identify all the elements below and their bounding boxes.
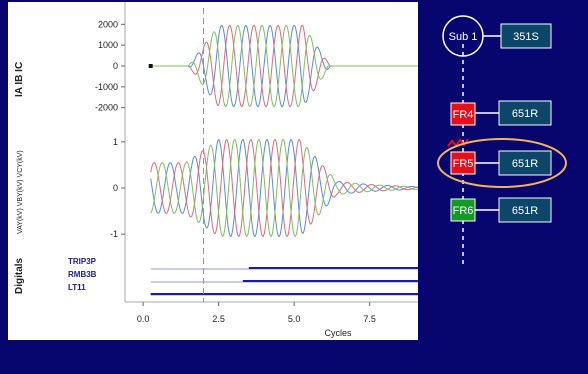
x-tick-label-3: 7.5 [363,314,376,324]
x-tick-label-2: 5.0 [288,314,301,324]
feeder-one-line-diagram: Sub 1 351S FR4 651R FR5 651R FR6 651R [437,15,567,265]
digital-label-trip3p: TRIP3P [68,257,97,266]
feeder-fr4-breaker[interactable] [450,102,476,126]
feeder-fr4-relay[interactable] [498,100,552,126]
feeder-fr5-breaker[interactable] [450,151,476,175]
event-report-plot: 2000 1000 0 -1000 -2000 1 0 -1 0.0 2.5 5.0 7.5 TR… [8,2,418,340]
voltage-trace-2 [150,138,418,238]
feeder-fr4[interactable]: FR4 651R [450,100,552,126]
feeder-fr6-relay[interactable] [498,197,552,223]
fault-highlight-ellipse [437,138,567,188]
feeder-fr5-relay-label: 651R [512,158,538,170]
digital-label-rmb3b: RMB3B [68,270,97,279]
voltage-trace-1 [150,138,418,238]
relay-351s-label: 351S [513,31,539,43]
voltage-tick-label-1: 0 [113,183,118,193]
digitals-axis-label: Digitals [14,257,25,294]
trigger-marker [148,64,153,68]
voltage-trace-0 [150,139,418,237]
feeder-fr6[interactable]: FR6 651R [450,197,552,223]
feeder-fr6-relay-label: 651R [512,205,538,217]
feeder-fr5-label: FR5 [453,158,474,170]
voltage-tick-label-2: -1 [110,229,118,239]
substation-circle[interactable] [442,15,484,57]
feeder-fr5-relay[interactable] [498,150,552,176]
currents-tick-label-3: -1000 [95,82,118,92]
currents-tick-label-1: 1000 [98,40,118,50]
x-tick-label-1: 2.5 [212,314,225,324]
x-tick-label-0: 0.0 [137,314,150,324]
feeder-fr4-relay-label: 651R [512,108,538,120]
feeder-fr4-label: FR4 [453,109,474,121]
relay-351s-box[interactable] [500,23,552,49]
voltages-axis-label: VAY(kV) VBY(kV) VCY(kV) [17,150,24,234]
substation-label: Sub 1 [449,31,478,43]
feeder-fr6-label: FR6 [453,205,474,217]
voltage-tick-label-0: 1 [113,137,118,147]
current-trace-2 [150,24,418,108]
feeder-fr5[interactable]: FR5 651R [450,150,552,176]
currents-tick-label-0: 2000 [98,19,118,29]
digital-label-lt11: LT11 [68,283,86,292]
x-axis-label: Cycles [324,328,352,338]
feeder-fr6-breaker[interactable] [450,198,476,222]
currents-tick-label-4: -2000 [95,103,118,113]
currents-axis-label: IA IB IC [14,62,25,97]
currents-tick-label-2: 0 [113,61,118,71]
